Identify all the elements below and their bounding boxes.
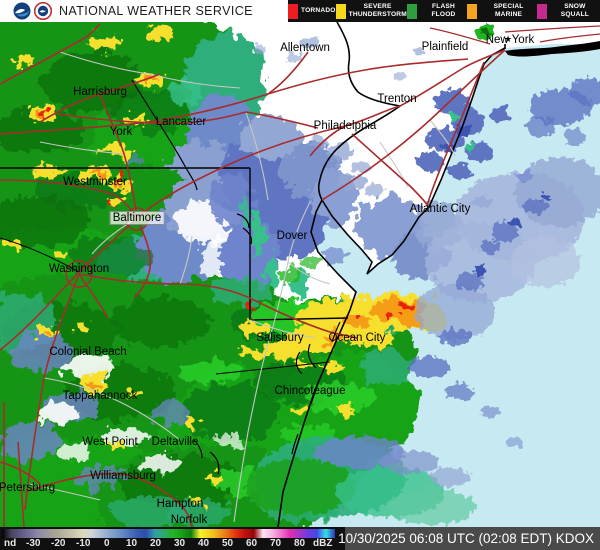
city-label-plainfield: Plainfield	[421, 41, 469, 53]
city-label-philadelphia: Philadelphia	[313, 120, 377, 132]
precip-ocean	[245, 78, 600, 525]
header-bar: NATIONAL WEATHER SERVICE TORNADO SEVERE …	[0, 0, 600, 22]
city-label-colonial-beach: Colonial Beach	[49, 346, 127, 358]
city-label-ocean-city: Ocean City	[328, 332, 386, 344]
city-label-dover: Dover	[276, 230, 308, 242]
dbz-tick: 60	[246, 538, 258, 549]
city-label-chincoteague: Chincoteague	[274, 385, 346, 397]
legend-item-flash-flood: FLASH FLOOD	[406, 3, 468, 19]
shore-detail	[193, 213, 341, 475]
radar-map-graphic	[0, 22, 600, 527]
precip-pennsylvania	[0, 22, 265, 202]
precip-delaware	[210, 115, 460, 298]
legend-item-snow-squall: SNOW SQUALL	[536, 3, 600, 19]
city-label-hampton: Hampton	[156, 498, 204, 510]
precip-new-jersey	[254, 24, 510, 196]
legend-item-tornado: TORNADO	[288, 3, 336, 19]
dbz-tick: 40	[198, 538, 210, 549]
dbz-scale: nd -30 -20 -10 0 10 20 30 40 50 60 70 80…	[0, 527, 345, 550]
city-label-atlantic-city: Atlantic City	[409, 203, 471, 215]
long-island	[505, 41, 600, 57]
logo-group	[0, 2, 52, 20]
city-label-baltimore: Baltimore	[109, 211, 165, 225]
flash-flood-swatch	[406, 3, 417, 19]
header-title: NATIONAL WEATHER SERVICE	[59, 4, 253, 18]
coastline	[277, 47, 506, 527]
legend-label: SNOW SQUALL	[560, 3, 590, 18]
legend-item-severe-thunderstorm: SEVERE THUNDERSTORM	[335, 3, 407, 19]
city-label-tappahannock: Tappahannock	[62, 390, 138, 402]
tornado-swatch	[288, 3, 298, 19]
city-label-west-point: West Point	[82, 436, 138, 448]
city-label-washington: Washington	[48, 263, 110, 275]
highways	[0, 23, 506, 527]
dbz-tick: 10	[126, 538, 138, 549]
city-label-new-york: New York	[485, 34, 535, 46]
dbz-tick: 50	[222, 538, 234, 549]
city-label-lancaster: Lancaster	[155, 116, 207, 128]
dbz-tick: 80	[294, 538, 306, 549]
timestamp: 10/30/2025 06:08 UTC (02:08 EDT) KDOX	[338, 527, 600, 550]
snow-squall-swatch	[536, 3, 547, 19]
legend-label: SEVERE THUNDERSTORM	[348, 3, 407, 18]
city-label-york: York	[109, 126, 133, 138]
dbz-scale-gradient	[2, 529, 335, 538]
city-label-harrisburg: Harrisburg	[73, 86, 127, 98]
city-label-norfolk: Norfolk	[170, 514, 208, 526]
radar-map: Harrisburg Lancaster York Allentown Tren…	[0, 22, 600, 527]
status-bar: nd -30 -20 -10 0 10 20 30 40 50 60 70 80…	[0, 527, 600, 550]
city-label-williamsburg: Williamsburg	[90, 470, 156, 482]
city-label-trenton: Trenton	[377, 93, 417, 105]
dbz-tick: -30	[26, 538, 41, 549]
nws-logo-icon	[34, 2, 52, 20]
new-york-star-marker: ★	[504, 34, 513, 44]
state-boundaries	[0, 22, 506, 375]
warning-legend: TORNADO SEVERE THUNDERSTORM FLASH FLOOD …	[288, 0, 600, 22]
legend-label: FLASH FLOOD	[431, 3, 456, 18]
special-marine-swatch	[467, 3, 478, 19]
dbz-unit-label: dBZ	[313, 538, 333, 549]
noaa-logo-icon	[13, 2, 31, 20]
dbz-tick: -20	[51, 538, 66, 549]
dbz-tick: 0	[104, 538, 110, 549]
dbz-tick: 20	[150, 538, 162, 549]
dbz-tick: 30	[174, 538, 186, 549]
city-label-salisbury: Salisbury	[256, 332, 304, 344]
city-label-westminster: Westminster	[63, 176, 127, 188]
city-label-deltaville: Deltaville	[151, 436, 199, 448]
severe-thunderstorm-swatch	[335, 3, 346, 19]
dbz-tick: -10	[76, 538, 91, 549]
legend-label: SPECIAL MARINE	[493, 3, 524, 18]
city-label-allentown: Allentown	[280, 42, 330, 54]
legend-label: TORNADO	[301, 7, 336, 15]
legend-item-special-marine: SPECIAL MARINE	[467, 3, 536, 19]
dbz-tick: 70	[270, 538, 282, 549]
city-label-petersburg: Petersburg	[0, 482, 56, 494]
precip-virginia-delmarva	[0, 272, 448, 527]
dbz-tick: nd	[4, 538, 17, 549]
